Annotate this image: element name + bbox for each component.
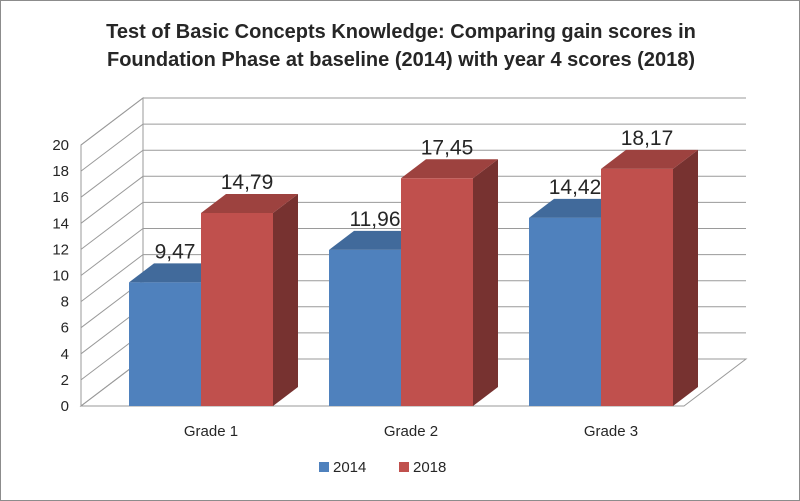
data-label: 17,45 xyxy=(421,136,474,159)
chart-title-line-2: Foundation Phase at baseline (2014) with… xyxy=(107,49,695,71)
gridline xyxy=(80,175,746,224)
legend: 2014 2018 xyxy=(319,459,446,476)
bar-side xyxy=(273,193,298,406)
bar-2018-grade-1 xyxy=(201,193,298,406)
bar-front xyxy=(529,217,601,406)
bars xyxy=(129,149,698,406)
bar-2018-grade-2 xyxy=(401,159,498,406)
bar-side xyxy=(673,149,698,406)
data-label: 18,17 xyxy=(621,127,674,150)
bar-front xyxy=(201,212,273,406)
gridline xyxy=(80,149,746,198)
y-tick-label: 6 xyxy=(61,320,69,337)
y-axis-ticks: 0 2 4 6 8 10 12 14 16 18 20 xyxy=(52,137,69,415)
legend-label-2018: 2018 xyxy=(413,459,446,476)
category-label: Grade 1 xyxy=(184,423,238,440)
y-tick-label: 8 xyxy=(61,294,69,311)
category-label: Grade 2 xyxy=(384,423,438,440)
data-label: 11,96 xyxy=(350,208,401,231)
data-label: 9,47 xyxy=(155,240,196,263)
data-labels: 9,47 14,79 11,96 17,45 14,42 18,17 xyxy=(155,127,674,264)
y-tick-label: 16 xyxy=(52,189,69,206)
bar-front xyxy=(401,178,473,406)
bar-top xyxy=(201,193,298,213)
bar-side xyxy=(473,159,498,406)
bar-front xyxy=(601,168,673,406)
category-label: Grade 3 xyxy=(584,423,638,440)
gridline xyxy=(80,123,746,172)
y-tick-label: 10 xyxy=(52,268,69,285)
y-tick-label: 14 xyxy=(52,215,69,232)
data-label: 14,79 xyxy=(221,171,274,194)
bar-top xyxy=(401,159,498,179)
bar-front xyxy=(329,249,401,406)
y-tick-label: 12 xyxy=(52,241,69,258)
legend-swatch-2018 xyxy=(399,462,409,472)
bar-front xyxy=(129,282,201,406)
legend-label-2014: 2014 xyxy=(333,459,366,476)
legend-swatch-2014 xyxy=(319,462,329,472)
bar-2018-grade-3 xyxy=(601,149,698,406)
data-label: 14,42 xyxy=(549,176,602,199)
y-tick-label: 18 xyxy=(52,163,69,180)
x-axis-categories: Grade 1 Grade 2 Grade 3 xyxy=(184,423,638,440)
y-tick-label: 0 xyxy=(61,398,69,415)
bar-top xyxy=(601,149,698,169)
gridline xyxy=(80,201,746,250)
gridline xyxy=(80,97,746,146)
chart-title-line-1: Test of Basic Concepts Knowledge: Compar… xyxy=(106,21,696,43)
y-tick-label: 20 xyxy=(52,137,69,154)
y-tick-label: 2 xyxy=(61,372,69,389)
y-tick-label: 4 xyxy=(61,346,69,363)
